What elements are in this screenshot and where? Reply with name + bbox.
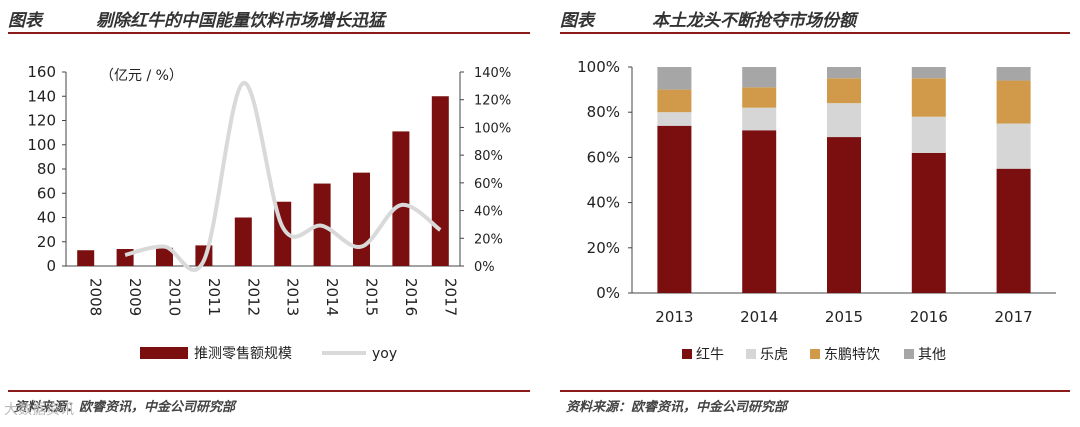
x-tick-label: 2014 bbox=[323, 278, 341, 316]
bar-segment-东鹏特饮 bbox=[911, 78, 946, 117]
bar-segment-东鹏特饮 bbox=[742, 87, 777, 108]
right-footer-rule bbox=[560, 390, 1070, 392]
bar-segment-东鹏特饮 bbox=[657, 89, 692, 113]
left-y-tick-label: 60 bbox=[37, 184, 56, 202]
right-y-tick-label: 60% bbox=[474, 177, 503, 192]
watermark-text: 大数据资讯 bbox=[4, 402, 74, 418]
bar-segment-红牛 bbox=[911, 152, 946, 293]
x-tick-label: 2015 bbox=[825, 308, 863, 326]
bar-segment-其他 bbox=[827, 67, 861, 79]
bar-segment-乐虎 bbox=[657, 112, 692, 126]
legend-label: 红牛 bbox=[696, 347, 724, 363]
bar-segment-其他 bbox=[911, 67, 946, 79]
y-tick-label: 60% bbox=[587, 148, 620, 166]
right-y-tick-label: 20% bbox=[474, 232, 503, 247]
bar-2016 bbox=[392, 131, 410, 266]
left-source-note: 资料来源：欧睿资讯，中金公司研究部 bbox=[14, 400, 236, 415]
y-tick-label: 20% bbox=[587, 239, 620, 257]
bar-segment-其他 bbox=[996, 67, 1031, 81]
legend-swatch bbox=[682, 349, 692, 359]
left-y-tick-label: 160 bbox=[27, 63, 56, 81]
bar-segment-红牛 bbox=[827, 137, 861, 293]
legend-swatch-bar bbox=[140, 347, 188, 359]
bar-2008 bbox=[77, 250, 95, 266]
unit-label: （亿元 / %） bbox=[100, 68, 183, 84]
right-y-tick-label: 140% bbox=[474, 66, 511, 81]
left-title-prefix: 图表 bbox=[8, 11, 42, 31]
bar-segment-东鹏特饮 bbox=[996, 80, 1031, 124]
left-chart-title: 剔除红牛的中国能量饮料市场增长迅猛 bbox=[96, 11, 385, 31]
right-chart-panel: 图表 本土龙头不断抢夺市场份额 0% 20% 40% 60% 80% 100% 2013 20… bbox=[552, 0, 1080, 427]
legend-label-line: yoy bbox=[372, 346, 397, 362]
x-tick-label: 2016 bbox=[402, 278, 420, 316]
bar-segment-红牛 bbox=[742, 130, 777, 293]
y-tick-label: 100% bbox=[577, 58, 620, 76]
x-tick-label: 2014 bbox=[740, 308, 778, 326]
x-tick-label: 2008 bbox=[87, 278, 105, 316]
right-title-rule bbox=[560, 32, 1070, 34]
x-tick-label: 2013 bbox=[655, 308, 693, 326]
right-y-tick-label: 40% bbox=[474, 205, 503, 220]
left-title-row: 图表 剔除红牛的中国能量饮料市场增长迅猛 bbox=[8, 4, 530, 32]
bar-segment-乐虎 bbox=[911, 116, 946, 153]
legend-label: 乐虎 bbox=[760, 347, 788, 363]
right-chart-title: 本土龙头不断抢夺市场份额 bbox=[652, 11, 856, 31]
y-tick-label: 0% bbox=[596, 284, 620, 302]
left-y-tick-label: 0 bbox=[46, 257, 56, 275]
bar-segment-其他 bbox=[657, 67, 692, 90]
legend-label-bar: 推测零售额规模 bbox=[194, 346, 292, 362]
bar-segment-乐虎 bbox=[827, 103, 861, 138]
legend-swatch bbox=[904, 349, 914, 359]
left-footer-rule bbox=[8, 390, 530, 392]
right-title-prefix: 图表 bbox=[560, 11, 594, 31]
right-y-tick-label: 80% bbox=[474, 149, 503, 164]
bar-2012 bbox=[234, 217, 252, 266]
left-chart-panel: 图表 剔除红牛的中国能量饮料市场增长迅猛 0 20 40 60 80 100 120 140 1… bbox=[4, 4, 530, 418]
left-y-tick-label: 80 bbox=[37, 160, 56, 178]
y-tick-label: 80% bbox=[587, 103, 620, 121]
left-y-tick-label: 120 bbox=[27, 112, 56, 130]
left-y-tick-label: 140 bbox=[27, 87, 56, 105]
bar-segment-乐虎 bbox=[996, 123, 1031, 169]
legend-label: 其他 bbox=[918, 347, 946, 363]
right-chart-svg: 0% 20% 40% 60% 80% 100% 2013 2014 2015 2016 2017 红牛… bbox=[577, 58, 1056, 363]
x-tick-label: 2010 bbox=[166, 278, 184, 316]
left-y-tick-label: 40 bbox=[37, 209, 56, 227]
bar-segment-其他 bbox=[742, 67, 777, 88]
x-tick-label: 2016 bbox=[910, 308, 948, 326]
bar-segment-东鹏特饮 bbox=[827, 78, 861, 104]
right-source-note: 资料来源：欧睿资讯，中金公司研究部 bbox=[566, 400, 788, 415]
legend-label: 东鹏特饮 bbox=[824, 347, 880, 363]
bar-segment-乐虎 bbox=[742, 107, 777, 131]
bar-segment-红牛 bbox=[996, 168, 1031, 293]
bar-2017 bbox=[431, 96, 449, 266]
bar-segment-红牛 bbox=[657, 125, 692, 293]
x-tick-label: 2012 bbox=[244, 278, 262, 316]
right-y-tick-label: 0% bbox=[474, 260, 495, 275]
bar-2015 bbox=[353, 172, 370, 266]
x-tick-label: 2011 bbox=[205, 278, 223, 316]
left-y-tick-label: 100 bbox=[27, 136, 56, 154]
bar-2010 bbox=[156, 247, 173, 266]
x-tick-label: 2017 bbox=[441, 278, 459, 316]
x-tick-label: 2017 bbox=[995, 308, 1033, 326]
legend-swatch bbox=[746, 349, 756, 359]
right-y-tick-label: 100% bbox=[474, 121, 511, 136]
right-y-tick-label: 120% bbox=[474, 94, 511, 109]
legend-swatch bbox=[810, 349, 820, 359]
y-tick-label: 40% bbox=[587, 194, 620, 212]
left-y-tick-label: 20 bbox=[37, 233, 56, 251]
left-chart-svg: 0 20 40 60 80 100 120 140 160 0% 20% 40% 60% 80% 100% 1… bbox=[27, 63, 511, 362]
x-tick-label: 2009 bbox=[126, 278, 144, 316]
yoy-line bbox=[124, 81, 442, 272]
left-title-rule bbox=[8, 32, 530, 34]
x-tick-label: 2013 bbox=[284, 278, 302, 316]
x-tick-label: 2015 bbox=[363, 278, 381, 316]
right-title-row: 图表 本土龙头不断抢夺市场份额 bbox=[560, 4, 1070, 32]
